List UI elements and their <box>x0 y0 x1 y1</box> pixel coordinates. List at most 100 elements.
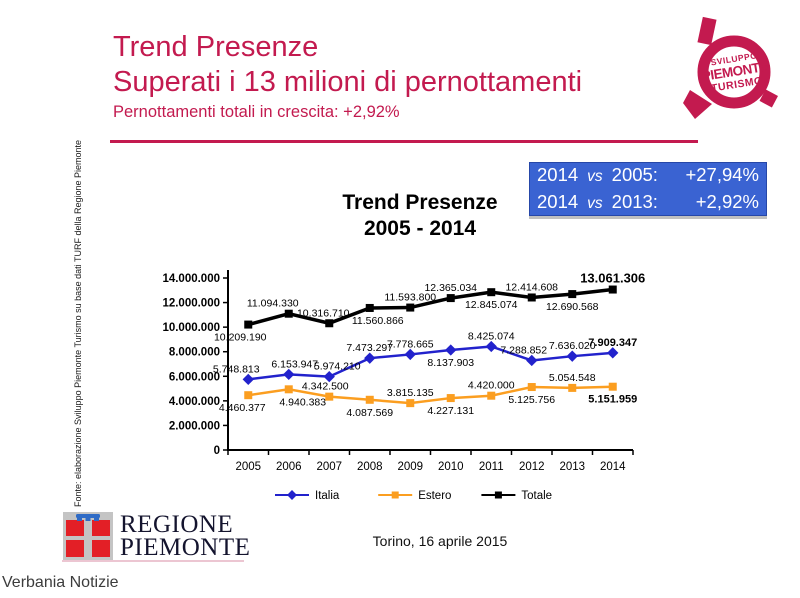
data-point-marker <box>406 303 415 312</box>
data-point-marker <box>485 340 497 353</box>
header-divider <box>110 140 698 143</box>
data-point-marker <box>487 391 496 400</box>
data-point-label: 5.054.548 <box>549 372 596 384</box>
data-point-label: 7.909.347 <box>588 337 637 349</box>
data-point-marker <box>283 368 295 381</box>
data-point-label: 10.209.190 <box>214 332 267 344</box>
data-point-label: 12.690.568 <box>546 301 599 313</box>
watermark-text: Verbania Notizie <box>2 574 119 591</box>
data-point-label: 5.125.756 <box>508 394 555 406</box>
data-point-marker <box>568 383 577 392</box>
data-point-marker <box>607 347 619 359</box>
sviluppo-piemonte-turismo-logo-icon: SVILUPPO PIEMONTE TURISMO <box>683 16 778 119</box>
data-point-marker <box>568 290 577 299</box>
data-point-label: 13.061.306 <box>580 271 645 286</box>
region-word-1: REGIONE <box>120 511 234 538</box>
data-point-label: 8.137.903 <box>427 357 474 369</box>
data-point-marker <box>406 399 415 408</box>
data-point-label: 12.365.034 <box>424 282 477 294</box>
page-title: Trend Presenze Superati i 13 milioni di … <box>113 30 673 122</box>
data-point-marker <box>242 373 254 386</box>
legend-marker <box>391 491 399 499</box>
cmp-year-b: 2013: <box>611 191 658 212</box>
data-point-marker <box>244 320 253 329</box>
data-point-marker <box>608 382 617 391</box>
date-text: Torino, 16 aprile 2015 <box>372 533 508 549</box>
data-point-marker <box>527 383 536 392</box>
x-tick-label: 2014 <box>600 461 626 473</box>
y-tick-label: 8.000.000 <box>169 347 220 359</box>
comparison-row-2013: 2014 vs 2013: +2,92% <box>537 189 759 216</box>
x-tick-label: 2010 <box>438 461 464 473</box>
y-tick-label: 2.000.000 <box>169 420 220 432</box>
chart-title-line-2: 2005 - 2014 <box>363 217 477 240</box>
comparison-row-2005: 2014 vs 2005: +27,94% <box>537 162 759 189</box>
subtitle: Pernottamenti totali in crescita: +2,92% <box>113 103 400 121</box>
data-point-label: 11.560.866 <box>352 315 404 327</box>
data-point-label: 12.414.608 <box>505 281 558 293</box>
cmp-vs: vs <box>587 195 603 212</box>
data-point-marker <box>445 344 457 356</box>
y-tick-label: 10.000.000 <box>162 322 220 334</box>
data-point-marker <box>244 391 253 400</box>
data-point-marker <box>487 288 496 297</box>
regione-piemonte-wordmark: REGIONE PIEMONTE <box>120 511 251 561</box>
source-note: Fonte: elaborazione Sviluppo Piemonte Tu… <box>73 139 83 507</box>
data-point-label: 3.815.135 <box>387 387 434 399</box>
data-point-label: 7.473.297 <box>346 342 393 354</box>
y-tick-label: 0 <box>214 445 220 457</box>
data-point-marker <box>526 354 538 367</box>
region-word-2: PIEMONTE <box>120 534 251 561</box>
data-point-marker <box>527 293 536 302</box>
data-point-label: 10.316.710 <box>297 307 350 319</box>
data-point-label: 4.342.500 <box>302 381 349 393</box>
series-totale: 10.209.190 11.094.33010.316.71011.560.866… <box>214 271 645 344</box>
legend-label: Totale <box>521 490 552 502</box>
region-logo-underline <box>62 560 244 562</box>
data-point-marker <box>284 309 293 318</box>
legend-label: Italia <box>315 490 340 502</box>
data-point-marker <box>608 285 617 294</box>
data-point-label: 5.151.959 <box>588 394 637 406</box>
cmp-year-a: 2014 <box>537 164 579 185</box>
data-point-label: 4.460.377 <box>219 402 266 414</box>
regione-piemonte-shield-icon <box>63 512 113 560</box>
cmp-year-b: 2005: <box>611 164 658 185</box>
data-point-marker <box>284 385 293 394</box>
data-point-marker <box>365 303 374 312</box>
x-tick-label: 2006 <box>276 461 302 473</box>
data-point-label: 4.087.569 <box>346 407 393 419</box>
x-tick-label: 2005 <box>235 461 261 473</box>
x-tick-label: 2011 <box>479 461 504 473</box>
y-tick-label: 4.000.000 <box>169 396 220 408</box>
data-point-marker <box>404 348 416 361</box>
cmp-vs: vs <box>587 168 603 185</box>
data-point-marker <box>325 319 334 328</box>
comparison-box: 2014 vs 2005: +27,94% 2014 vs 2013: +2,9… <box>529 162 767 216</box>
data-point-marker <box>325 392 334 401</box>
legend-marker <box>494 491 502 499</box>
data-point-marker <box>365 395 374 404</box>
data-point-label: 8.425.074 <box>468 330 515 342</box>
data-point-marker <box>566 350 578 362</box>
x-tick-label: 2007 <box>316 461 342 473</box>
x-tick-label: 2008 <box>357 461 383 473</box>
x-tick-label: 2012 <box>519 461 545 473</box>
data-point-label: 7.636.020 <box>549 340 596 352</box>
x-tick-label: 2013 <box>559 461 585 473</box>
data-point-label: 5.974.210 <box>314 361 361 373</box>
x-tick-label: 2009 <box>397 461 423 473</box>
data-point-label: 7.778.665 <box>387 338 434 350</box>
trend-chart: 0 2.000.000 4.000.000 6.000.000 8.000.000 10.… <box>162 270 645 502</box>
legend: Italia Estero Totale <box>275 490 552 502</box>
cmp-value: +2,92% <box>695 191 759 212</box>
y-tick-label: 14.000.000 <box>162 273 220 285</box>
data-point-label: 7.288.852 <box>500 344 547 356</box>
series-estero: 4.460.377 4.940.383 4.342.500 4.087.569 3.81… <box>219 372 637 419</box>
chart-title-line-1: Trend Presenze <box>342 191 498 214</box>
data-point-label: 11.593.800 <box>384 292 436 304</box>
data-point-label: 12.845.074 <box>465 299 518 311</box>
data-point-label: 11.094.330 <box>247 298 299 310</box>
